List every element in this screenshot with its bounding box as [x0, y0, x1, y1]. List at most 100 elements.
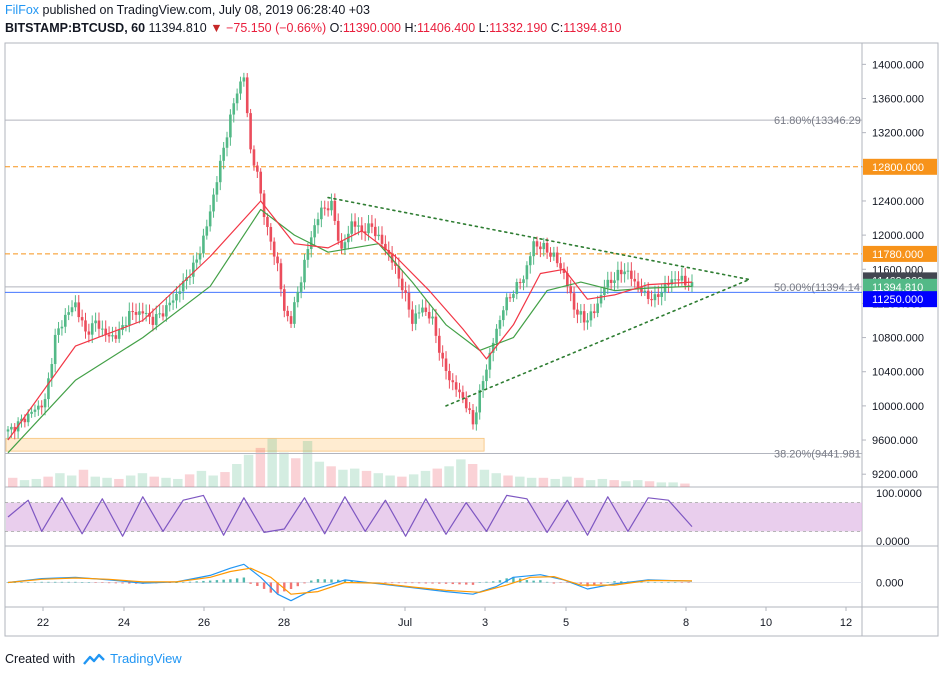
volume-bar — [338, 469, 348, 487]
volume-bar — [350, 468, 360, 487]
candle-body — [357, 225, 360, 227]
candle-body — [657, 294, 660, 297]
macd-histogram-bar — [215, 580, 219, 583]
macd-histogram-bar — [114, 582, 118, 584]
chart-canvas[interactable]: 61.80%(13346.29 50.00%(11394.14 38.20%(944… — [0, 0, 939, 645]
candle-body — [195, 259, 198, 263]
candle-body — [171, 300, 175, 303]
rsi-line — [7, 494, 693, 537]
candle-body — [229, 114, 232, 138]
macd-histogram-bar — [545, 581, 549, 583]
price-tick-label: 14000.000 — [872, 59, 924, 71]
macd-histogram-bar — [330, 579, 333, 583]
rsi-tick-label: 100.0000 — [876, 488, 922, 500]
macd-histogram-bar — [498, 580, 502, 583]
macd-histogram-bar — [323, 579, 326, 583]
tradingview-brand[interactable]: TradingView — [110, 651, 182, 666]
candle-body — [293, 302, 296, 324]
price-label-text: 11250.000 — [872, 294, 923, 306]
candle-body — [528, 256, 532, 266]
macd-histogram-bar — [87, 582, 91, 583]
candle-body — [128, 311, 131, 326]
candle-body — [569, 286, 572, 294]
candle-body — [80, 317, 84, 321]
candle-body — [633, 278, 637, 282]
candle-body — [121, 325, 124, 330]
triangle-upper-trendline — [327, 196, 751, 281]
last-price: 11394.810 — [148, 21, 207, 35]
candle-body — [468, 408, 471, 411]
candle-body — [313, 225, 316, 238]
candle-body — [613, 280, 616, 283]
candle-body — [222, 147, 225, 161]
candle-body — [23, 418, 27, 423]
candle-body — [343, 242, 347, 249]
volume-bar — [125, 475, 136, 487]
candle-body — [70, 307, 74, 313]
author-name[interactable]: FilFox — [5, 3, 40, 17]
volume-bar — [432, 468, 442, 487]
macd-histogram-bar — [431, 582, 434, 584]
candle-body — [282, 289, 286, 311]
volume-bar — [302, 441, 313, 487]
candle-body — [131, 311, 134, 313]
close-label: C: — [550, 21, 564, 35]
candle-body — [242, 77, 246, 82]
candle-body — [566, 272, 569, 287]
candle-body — [606, 279, 610, 288]
high-value: 11406.400 — [416, 21, 476, 35]
candle-body — [623, 271, 626, 275]
price-tick-label: 10400.000 — [872, 367, 924, 379]
candle-body — [299, 282, 303, 292]
volume-bar — [184, 474, 195, 487]
macd-histogram-bar — [242, 577, 246, 583]
candle-body — [67, 312, 70, 315]
macd-histogram-bar — [599, 582, 603, 584]
volume-bar — [644, 481, 655, 487]
time-tick-label: 24 — [118, 617, 130, 629]
candle-body — [202, 235, 205, 254]
candle-body — [256, 165, 259, 172]
candle-body — [515, 282, 519, 295]
candle-body — [424, 307, 428, 312]
candle-body — [437, 335, 441, 353]
macd-histogram-bar — [687, 582, 690, 583]
candle-body — [535, 241, 539, 247]
candle-body — [397, 265, 401, 279]
macd-histogram-bar — [33, 581, 37, 583]
volume-bar — [444, 466, 454, 487]
volume-bar — [161, 477, 171, 487]
candle-body — [532, 241, 535, 257]
macd-histogram-bar — [256, 582, 259, 586]
volume-bar — [90, 476, 100, 487]
macd-histogram-bar — [229, 579, 232, 583]
candle-body — [175, 293, 178, 301]
candle-body — [461, 392, 465, 398]
macd-histogram-bar — [606, 582, 609, 583]
candle-body — [498, 320, 502, 329]
candle-body — [421, 307, 424, 313]
price-label-box — [863, 278, 937, 295]
candle-body — [434, 316, 438, 336]
candle-body — [20, 418, 23, 422]
price-label-box — [863, 245, 937, 262]
macd-histogram-bar — [566, 582, 569, 583]
macd-histogram-bar — [121, 582, 124, 584]
candle-body — [360, 225, 364, 232]
candle-body — [367, 223, 370, 234]
macd-histogram-bar — [195, 581, 198, 583]
macd-histogram-bar — [411, 582, 414, 584]
macd-histogram-bar — [202, 580, 205, 583]
volume-bar — [397, 476, 407, 487]
fib-level-label: 61.80%(13346.29 — [774, 115, 861, 127]
macd-histogram-bar — [444, 582, 448, 584]
sma-slow-line — [7, 208, 693, 454]
macd-histogram-bar — [283, 582, 286, 592]
candle-body — [609, 279, 613, 283]
price-label-text: 11780.000 — [872, 249, 923, 261]
macd-histogram-bar — [175, 582, 178, 583]
candle-body — [353, 221, 357, 227]
candle-body — [303, 259, 306, 283]
volume-bar — [196, 470, 207, 487]
candle-body — [192, 262, 195, 277]
